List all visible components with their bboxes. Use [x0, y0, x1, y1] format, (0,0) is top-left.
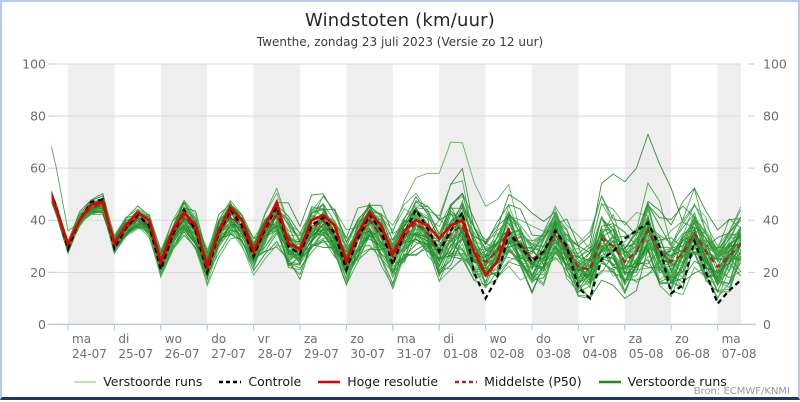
x-day-label: ma: [722, 332, 741, 346]
legend-swatch-line: [598, 380, 621, 383]
x-date-label: 04-08: [582, 347, 617, 361]
y-tick-label-right: 80: [763, 109, 779, 124]
legend-swatch-line: [455, 380, 478, 383]
x-date-label: 29-07: [304, 347, 339, 361]
x-date-label: 02-08: [490, 347, 525, 361]
x-day-label: ma: [397, 332, 416, 346]
y-tick-label-right: 0: [763, 317, 771, 332]
legend-item-3: Middelste (P50): [454, 374, 582, 389]
legend-item-2: Hoge resolutie: [317, 374, 438, 389]
ensemble-member-line: [51, 191, 741, 280]
y-tick-label-right: 40: [763, 213, 779, 228]
x-day-label: zo: [675, 332, 689, 346]
legend-label: Verstoorde runs: [103, 374, 203, 389]
x-date-label: 24-07: [72, 347, 107, 361]
legend-item-0: Verstoorde runs: [73, 374, 202, 389]
y-tick-label-left: 100: [22, 57, 46, 72]
x-day-label: vr: [582, 332, 594, 346]
control-run-line: [51, 190, 741, 306]
legend-swatch-line: [318, 380, 341, 383]
source-note: Bron: ECMWF/KNMI: [693, 386, 790, 397]
y-tick-label-left: 60: [30, 161, 46, 176]
x-date-label: 06-08: [675, 347, 710, 361]
day-band: [68, 64, 115, 325]
x-day-label: di: [118, 332, 129, 346]
legend-swatch-line: [74, 380, 97, 383]
ensemble-member-line: [51, 192, 741, 267]
x-day-label: di: [443, 332, 454, 346]
day-band: [160, 64, 208, 325]
y-tick-label-right: 100: [763, 57, 787, 72]
x-date-label: 01-08: [443, 347, 478, 361]
day-band: [346, 64, 393, 325]
x-date-label: 27-07: [211, 347, 246, 361]
y-tick-label-right: 20: [763, 265, 779, 280]
legend-label: Hoge resolutie: [347, 374, 439, 389]
x-day-label: ma: [72, 332, 91, 346]
x-day-label: za: [304, 332, 318, 346]
day-band: [624, 64, 672, 325]
chart-legend: Verstoorde runs Controle Hoge resolutie Mid…: [2, 374, 798, 389]
x-date-label: 03-08: [536, 347, 571, 361]
legend-label: Verstoorde runs: [627, 374, 727, 389]
x-day-label: wo: [165, 332, 182, 346]
x-day-label: vr: [258, 332, 270, 346]
series-layer: [51, 132, 741, 306]
day-band: [717, 64, 741, 325]
x-date-label: 07-08: [722, 347, 757, 361]
y-tick-label-left: 0: [38, 317, 46, 332]
y-tick-label-left: 20: [30, 265, 46, 280]
x-date-label: 28-07: [258, 347, 293, 361]
x-date-label: 26-07: [165, 347, 200, 361]
x-date-label: 31-07: [397, 347, 432, 361]
x-date-label: 05-08: [629, 347, 664, 361]
chart-subtitle: Twenthe, zondag 23 juli 2023 (Versie zo …: [256, 35, 544, 49]
high-resolution-line: [51, 191, 511, 278]
legend-swatch-line: [219, 380, 242, 383]
y-tick-label-left: 40: [30, 213, 46, 228]
day-band: [532, 64, 579, 325]
ensemble-member-line: [51, 195, 741, 301]
x-day-label: zo: [350, 332, 364, 346]
x-date-label: 25-07: [118, 347, 153, 361]
x-day-label: do: [211, 332, 226, 346]
x-day-label: wo: [490, 332, 507, 346]
x-date-label: 30-07: [350, 347, 385, 361]
legend-item-4: Verstoorde runs: [598, 374, 727, 389]
legend-label: Middelste (P50): [484, 374, 582, 389]
y-tick-label-right: 60: [763, 161, 779, 176]
y-tick-label-left: 80: [30, 109, 46, 124]
x-day-label: do: [536, 332, 551, 346]
legend-item-1: Controle: [218, 374, 301, 389]
legend-label: Controle: [248, 374, 302, 389]
x-day-label: za: [629, 332, 643, 346]
chart-title: Windstoten (km/uur): [304, 10, 496, 31]
